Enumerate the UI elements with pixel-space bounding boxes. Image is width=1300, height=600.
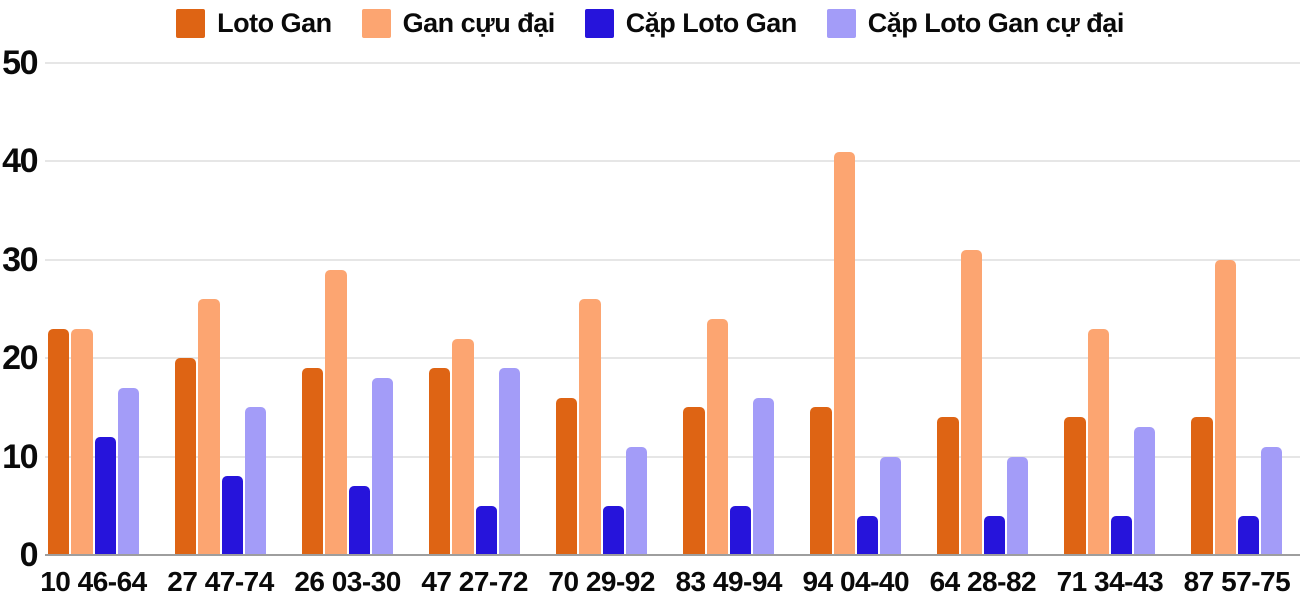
bar-group [1064, 63, 1156, 555]
x-axis-label: 87 57-75 [1183, 566, 1291, 597]
bar [325, 269, 347, 555]
y-axis-tick-label: 20 [2, 339, 38, 378]
y-axis-tick-label: 10 [2, 437, 38, 476]
legend-label: Gan cựu đại [402, 8, 556, 38]
bar [960, 249, 982, 555]
bar [371, 377, 394, 555]
bar [71, 328, 93, 555]
y-axis-tick-label: 50 [2, 44, 38, 82]
bar [1007, 456, 1029, 555]
bar-group [175, 63, 267, 555]
x-axis-label: 47 27-72 [421, 566, 528, 597]
bar [244, 407, 267, 555]
legend-item[interactable]: Cặp Loto Gan [584, 8, 798, 39]
x-axis-label: 10 46-64 [40, 566, 147, 597]
legend-label: Loto Gan [217, 8, 332, 38]
bar [198, 299, 220, 555]
x-axis-baseline [45, 554, 1300, 556]
bar [429, 368, 451, 555]
bar [729, 505, 751, 555]
gridline [45, 455, 1300, 458]
y-axis-tick-label: 0 [19, 536, 39, 574]
bar [1064, 417, 1086, 555]
bar-group [683, 63, 775, 555]
bar [175, 358, 197, 555]
legend-item[interactable]: Loto Gan [176, 8, 332, 39]
bar [1261, 446, 1283, 555]
bar [1110, 515, 1133, 555]
bar-group [937, 63, 1029, 555]
bar [1087, 328, 1109, 555]
bar-group [810, 63, 902, 555]
x-axis-label: 64 28-82 [929, 566, 1037, 597]
bar [48, 328, 70, 555]
gridline [45, 160, 1300, 163]
gridline [45, 62, 1300, 64]
legend-swatch-icon [584, 9, 614, 38]
legend-swatch-icon [361, 9, 391, 38]
bar [625, 446, 648, 555]
bar [880, 456, 902, 555]
bar [94, 436, 116, 555]
bar-group [1191, 63, 1283, 555]
bar [833, 151, 855, 555]
bar [983, 515, 1006, 555]
bar [1237, 515, 1260, 555]
gridline [45, 357, 1300, 360]
bar [302, 368, 324, 555]
legend-item[interactable]: Cặp Loto Gan cự đại [826, 8, 1125, 39]
bar-group [48, 63, 139, 555]
y-axis-tick-label: 40 [2, 142, 38, 181]
gridline [45, 258, 1300, 261]
legend-swatch-icon [826, 9, 856, 38]
bar-group [429, 63, 521, 555]
bar-group [556, 63, 648, 555]
bar [706, 318, 728, 555]
bar [498, 368, 521, 555]
bar [1214, 259, 1236, 555]
bar [1191, 417, 1213, 555]
bar [221, 476, 243, 555]
bar [1134, 427, 1156, 555]
bar [117, 387, 139, 555]
bar [602, 505, 624, 555]
bar-group [302, 63, 394, 555]
bar [556, 397, 578, 555]
bar [683, 407, 705, 555]
x-axis-label: 70 29-92 [548, 566, 655, 597]
legend-item[interactable]: Gan cựu đại [361, 8, 556, 39]
y-axis-tick-label: 30 [2, 240, 38, 279]
bar [937, 417, 959, 555]
bar [579, 299, 601, 555]
x-axis-label: 26 03-30 [294, 566, 401, 597]
bar [753, 397, 775, 555]
bar [810, 407, 832, 555]
bar [856, 515, 879, 555]
x-axis-label: 27 47-74 [167, 566, 274, 597]
x-axis-label: 71 34-43 [1056, 566, 1164, 597]
legend-swatch-icon [176, 9, 206, 38]
bar [475, 505, 497, 555]
chart-legend: Loto Gan Gan cựu đại Cặp Loto Gan Cặp Loto … [0, 8, 1300, 39]
x-axis-label: 94 04-40 [802, 566, 910, 597]
legend-label: Cặp Loto Gan [625, 8, 798, 38]
legend-label: Cặp Loto Gan cự đại [867, 8, 1125, 38]
bar [348, 486, 370, 555]
bar [452, 338, 474, 555]
x-axis-label: 83 49-94 [675, 566, 783, 597]
